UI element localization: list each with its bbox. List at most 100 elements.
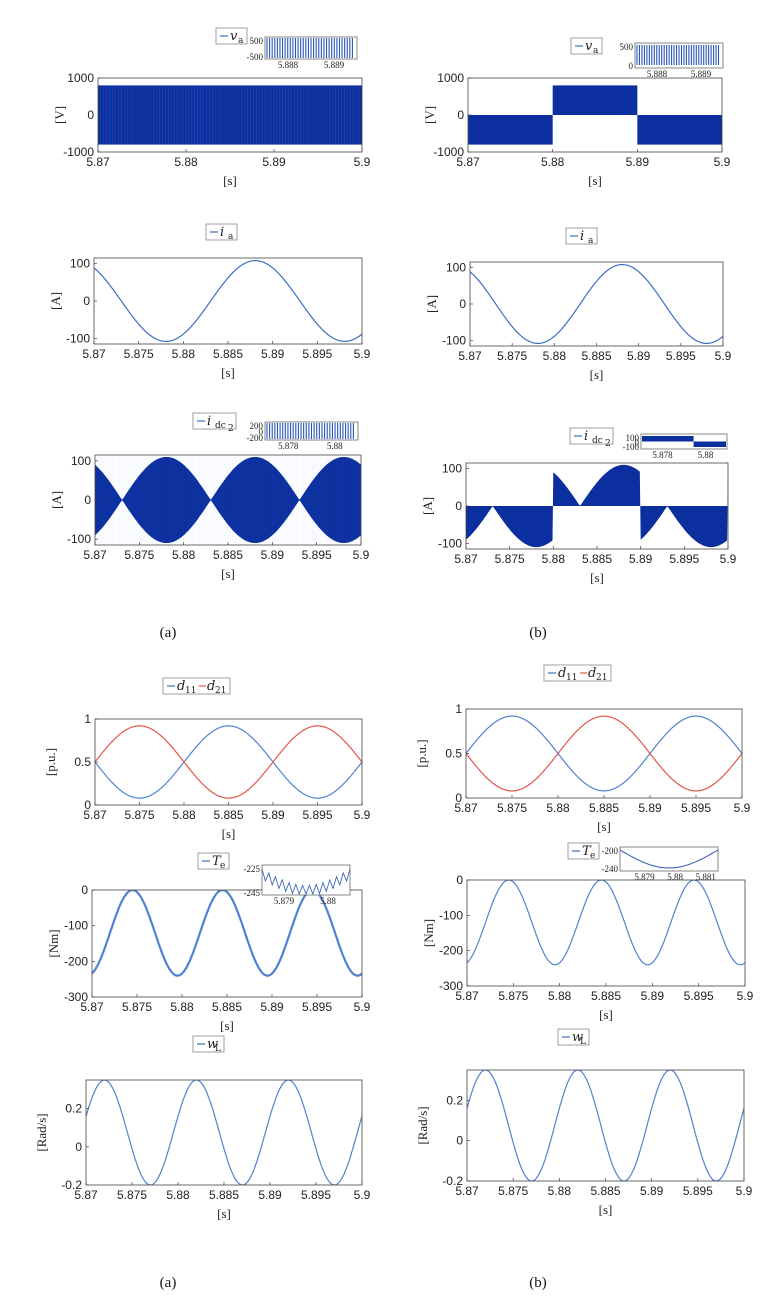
series-line-0 xyxy=(94,260,362,342)
legend-box xyxy=(205,223,238,241)
y-tick-label: 0.2 xyxy=(446,1093,463,1107)
y-tick-label: -300 xyxy=(439,979,463,993)
legend-label: w xyxy=(572,1030,583,1045)
inset-ytick-label: 500 xyxy=(620,42,634,52)
legend-subscript: L xyxy=(580,1037,586,1047)
panel-d_b: 0 0.5 1 5.87 5.875 5.88 5.885 5.89 5.895 5.9 [p.u.… xyxy=(414,664,751,834)
series-line-0 xyxy=(470,264,723,344)
x-tick-label: 5.87 xyxy=(74,1188,98,1202)
y-tick-label: -100 xyxy=(66,331,90,345)
x-tick-label: 5.87 xyxy=(454,552,478,566)
inset-xtick-label: 5.881 xyxy=(696,872,716,882)
x-tick-label: 5.87 xyxy=(86,155,110,169)
legend-box xyxy=(567,842,600,860)
y-tick-label: -1000 xyxy=(63,145,94,159)
y-tick-label: 1000 xyxy=(437,71,464,85)
inset-ytick-label: -200 xyxy=(602,846,619,856)
inset-xtick-label: 5.879 xyxy=(274,896,295,906)
legend-subscript: dc xyxy=(592,436,603,446)
x-tick-label: 5.895 xyxy=(302,808,332,822)
series-line-0 xyxy=(467,880,745,966)
inset-xtick-label: 5.888 xyxy=(278,60,299,70)
x-tick-label: 5.89 xyxy=(626,155,650,169)
panel-te_a: -300 -200 -100 0 5.87 5.875 5.88 5.885 5.89 5.895… xyxy=(46,852,371,1033)
pwm-block xyxy=(468,115,553,145)
x-tick-label: 5.87 xyxy=(82,347,106,361)
y-axis-label: [Nm] xyxy=(46,929,61,957)
legend-subscript: 2 xyxy=(605,439,611,449)
x-axis-label: [s] xyxy=(221,566,235,581)
x-axis-label: [s] xyxy=(222,826,236,841)
panel-wl_a: -0.2 0 0.2 5.87 5.875 5.88 5.885 5.89 5.895 5.9 [R… xyxy=(34,1035,371,1221)
plot-area xyxy=(466,464,728,548)
inset-xtick-label: 5.889 xyxy=(324,60,345,70)
x-tick-label: 5.89 xyxy=(262,155,286,169)
x-tick-label: 5.885 xyxy=(213,808,243,822)
series-line-0 xyxy=(95,725,362,799)
legend-label: d xyxy=(558,666,566,681)
y-tick-label: 0 xyxy=(84,493,91,507)
panel-te_b: -300 -200 -100 0 5.87 5.875 5.88 5.885 5.89 5.895… xyxy=(421,842,754,1022)
inset: 500 -500 5.888 5.889 xyxy=(247,36,358,70)
y-tick-label: -100 xyxy=(64,919,88,933)
legend-subscript: 11 xyxy=(566,673,577,683)
y-tick-label: 0 xyxy=(457,108,464,122)
y-axis-label: [A] xyxy=(424,295,439,313)
legend-label: d xyxy=(207,679,215,694)
series-line-0 xyxy=(466,715,742,792)
legend-box xyxy=(162,677,231,695)
x-tick-label: 5.9 xyxy=(715,349,732,363)
x-axis-label: [s] xyxy=(597,819,611,834)
x-tick-label: 5.87 xyxy=(83,808,107,822)
inset-ytick-label: 100 xyxy=(626,433,640,443)
plot-area xyxy=(95,725,362,799)
y-tick-label: -200 xyxy=(439,944,463,958)
legend-box xyxy=(569,427,614,445)
x-tick-label: 5.89 xyxy=(258,1188,282,1202)
inset-ytick-label: 500 xyxy=(250,36,264,46)
legend-box xyxy=(215,27,248,45)
series-line-0 xyxy=(467,1070,744,1181)
legend-subscript: 21 xyxy=(596,673,607,683)
legend: i dc 2 xyxy=(192,412,237,434)
x-tick-label: 5.9 xyxy=(354,1000,371,1014)
y-tick-label: 100 xyxy=(446,260,466,274)
x-tick-label: 5.9 xyxy=(354,808,371,822)
inset-xtick-label: 5.878 xyxy=(278,441,299,451)
x-tick-label: 5.885 xyxy=(581,349,611,363)
y-tick-label: -100 xyxy=(438,536,462,550)
legend-label: i xyxy=(580,229,584,244)
x-tick-label: 5.9 xyxy=(737,989,754,1003)
x-tick-label: 5.885 xyxy=(589,801,619,815)
x-tick-label: 5.895 xyxy=(684,989,714,1003)
plot-area xyxy=(468,85,722,145)
legend-subscript: dc xyxy=(215,421,226,431)
x-axis-label: [s] xyxy=(217,1206,231,1221)
x-tick-label: 5.89 xyxy=(261,548,285,562)
panel-wl_b: -0.2 0 0.2 5.87 5.875 5.88 5.885 5.89 5.895 5.9 [R… xyxy=(415,1028,753,1217)
plot-area xyxy=(94,260,362,342)
x-axis-label: [s] xyxy=(599,1202,613,1217)
x-tick-label: 5.895 xyxy=(302,1000,332,1014)
inset-ytick-label: -100 xyxy=(623,442,640,452)
subfigure-caption: (a) xyxy=(160,625,177,641)
y-tick-label: -0.2 xyxy=(442,1174,463,1188)
inset-line xyxy=(619,849,719,869)
y-axis-label: [A] xyxy=(48,292,63,310)
legend-subscript: e xyxy=(220,861,225,871)
axes-frame xyxy=(465,708,743,799)
x-tick-label: 5.895 xyxy=(683,1184,713,1198)
y-axis-label: [A] xyxy=(49,491,64,509)
x-tick-label: 5.885 xyxy=(591,989,621,1003)
y-tick-label: -100 xyxy=(67,532,91,546)
y-axis-label: [p.u.] xyxy=(43,748,58,776)
x-tick-label: 5.88 xyxy=(172,548,196,562)
legend: wL xyxy=(192,1035,225,1054)
x-tick-label: 5.9 xyxy=(736,1184,753,1198)
inset-xtick-label: 5.88 xyxy=(327,441,343,451)
x-axis-label: [s] xyxy=(221,365,235,380)
x-tick-label: 5.885 xyxy=(209,1188,239,1202)
